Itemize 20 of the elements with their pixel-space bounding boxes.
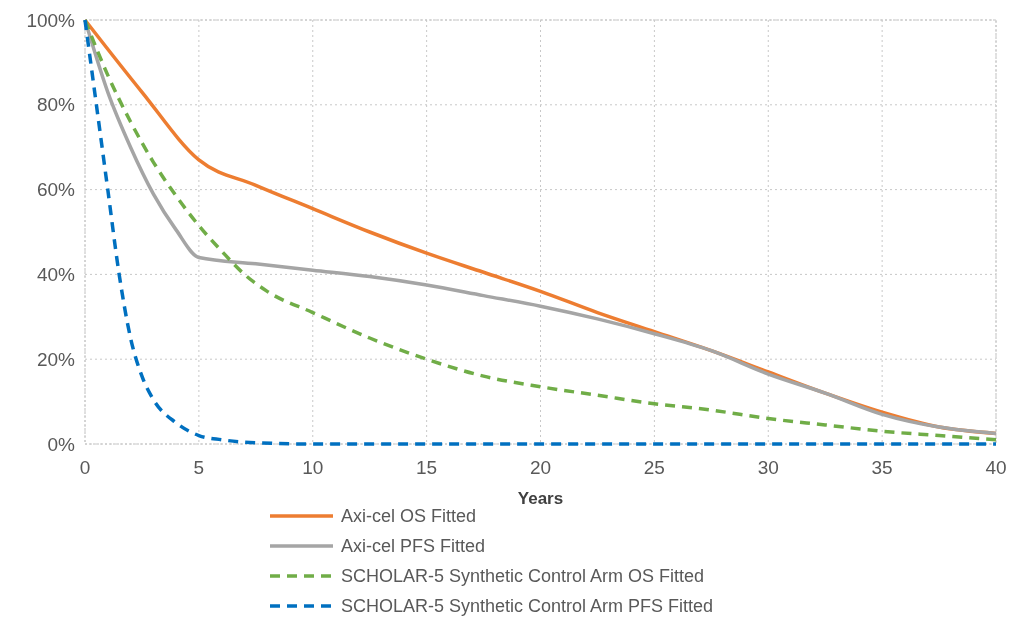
x-tick-label: 30 bbox=[757, 457, 779, 478]
x-axis-title: Years bbox=[517, 489, 564, 508]
y-tick-label: 60% bbox=[36, 179, 76, 201]
x-tick-label: 40 bbox=[985, 457, 1007, 478]
x-tick-label: 10 bbox=[302, 457, 324, 478]
x-tick-label: 25 bbox=[643, 457, 665, 478]
x-tick-label: 0 bbox=[79, 457, 91, 478]
x-tick-label: 35 bbox=[871, 457, 893, 478]
x-tick-label: 20 bbox=[529, 457, 552, 478]
y-tick-label: 20% bbox=[36, 348, 76, 370]
y-tick-label: 80% bbox=[36, 94, 76, 116]
legend-label: SCHOLAR-5 Synthetic Control Arm PFS Fitted bbox=[341, 596, 714, 617]
legend-label: Axi-cel OS Fitted bbox=[341, 506, 477, 527]
legend-label: SCHOLAR-5 Synthetic Control Arm OS Fitted bbox=[341, 566, 705, 587]
x-tick-label: 5 bbox=[193, 457, 205, 478]
y-tick-label: 40% bbox=[36, 264, 76, 286]
y-tick-label: 100% bbox=[26, 9, 76, 31]
legend-label: Axi-cel PFS Fitted bbox=[341, 536, 486, 557]
x-tick-label: 15 bbox=[416, 457, 438, 478]
y-tick-label: 0% bbox=[47, 433, 76, 455]
